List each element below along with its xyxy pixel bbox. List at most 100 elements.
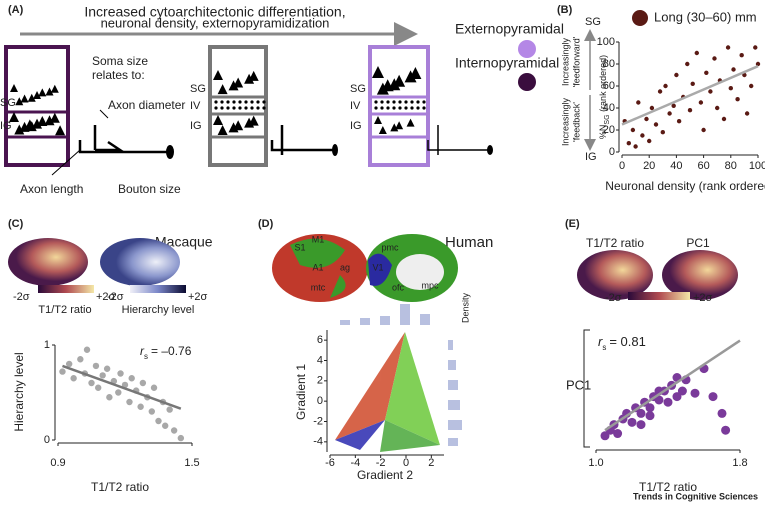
x-tick-label: 40 bbox=[670, 160, 682, 172]
point bbox=[177, 434, 185, 442]
neuron bbox=[19, 121, 30, 132]
point bbox=[742, 72, 747, 78]
x-tick-label: 1.8 bbox=[732, 457, 747, 469]
point bbox=[685, 61, 690, 67]
dot bbox=[392, 100, 396, 104]
neuron bbox=[390, 123, 399, 132]
region-label: mtc bbox=[311, 282, 326, 292]
point bbox=[731, 67, 736, 72]
neuron bbox=[44, 115, 55, 126]
footer: Trends in Cognitive Sciences bbox=[633, 491, 758, 501]
point bbox=[690, 81, 695, 87]
colorbar-label: +2σ bbox=[96, 291, 116, 303]
dot bbox=[220, 106, 224, 110]
colorbar bbox=[130, 285, 186, 293]
region-label: pmc bbox=[381, 242, 399, 252]
region-label: ag bbox=[340, 262, 350, 272]
layer-label: IG bbox=[0, 120, 12, 132]
dot bbox=[244, 106, 248, 110]
side-label: IG bbox=[585, 151, 597, 163]
neurons bbox=[9, 66, 426, 136]
y-axis-label: Hierarchy level bbox=[12, 352, 26, 431]
colorbar-label: -2σ bbox=[605, 292, 622, 304]
point bbox=[721, 116, 727, 122]
x-tick-label: -2 bbox=[376, 457, 386, 469]
colorbar bbox=[38, 285, 94, 293]
arrow-text: Increased cytoarchitectonic differentiat… bbox=[84, 4, 345, 20]
point bbox=[137, 403, 144, 410]
layer-label: IV bbox=[350, 100, 361, 112]
neuron bbox=[248, 115, 259, 126]
point bbox=[660, 130, 665, 135]
point bbox=[121, 381, 129, 389]
legend-marker bbox=[632, 10, 648, 26]
dot bbox=[232, 100, 236, 104]
point bbox=[88, 379, 95, 387]
point bbox=[630, 127, 636, 133]
point bbox=[721, 425, 731, 435]
dot bbox=[220, 100, 224, 104]
y-tick-label: -4 bbox=[313, 436, 323, 448]
note: relates to: bbox=[92, 68, 145, 82]
note: Axon diameter bbox=[108, 98, 185, 112]
y-tick-label: -2 bbox=[313, 415, 323, 427]
point bbox=[115, 389, 122, 396]
neuron bbox=[213, 70, 223, 80]
side-label: 'feedforward' bbox=[571, 36, 581, 87]
layer-label: IG bbox=[350, 120, 362, 132]
point bbox=[717, 408, 727, 418]
margin-label: Density bbox=[460, 292, 470, 323]
dot bbox=[238, 106, 242, 110]
point bbox=[715, 105, 720, 111]
brain-map bbox=[577, 250, 653, 300]
dot bbox=[404, 106, 408, 110]
note: Axon length bbox=[20, 182, 83, 196]
point bbox=[627, 417, 637, 427]
point bbox=[728, 86, 733, 91]
neuron bbox=[372, 66, 384, 78]
legend-marker bbox=[518, 73, 536, 91]
dot bbox=[214, 100, 218, 104]
dot bbox=[256, 106, 260, 110]
neuron bbox=[32, 118, 43, 129]
dot bbox=[386, 106, 390, 110]
point bbox=[166, 406, 173, 413]
panel-title: Macaque bbox=[155, 234, 213, 250]
dot bbox=[416, 106, 420, 110]
arrow-text: neuronal density, externopyramidization bbox=[101, 15, 330, 30]
point bbox=[649, 105, 655, 111]
point bbox=[148, 408, 155, 415]
point bbox=[712, 56, 717, 61]
dot bbox=[380, 106, 384, 110]
dot bbox=[250, 106, 254, 110]
point bbox=[663, 397, 673, 407]
neuron bbox=[406, 118, 415, 127]
bouton bbox=[166, 145, 174, 159]
region-label: ofc bbox=[392, 282, 405, 292]
x-tick-label: 60 bbox=[697, 160, 709, 172]
neuron bbox=[395, 121, 404, 130]
point bbox=[70, 375, 77, 382]
neuron bbox=[14, 124, 25, 135]
x-tick-label: 0.9 bbox=[50, 457, 65, 469]
dot bbox=[386, 100, 390, 104]
legend-marker bbox=[518, 40, 536, 58]
point bbox=[654, 395, 664, 405]
point bbox=[117, 370, 124, 377]
neuron bbox=[38, 88, 47, 97]
dot bbox=[416, 100, 420, 104]
dot bbox=[410, 106, 414, 110]
colorbar-label: -2σ bbox=[107, 291, 124, 303]
dot bbox=[422, 100, 426, 104]
panel-label: (C) bbox=[8, 218, 24, 230]
marginal-histogram bbox=[340, 304, 462, 446]
neuron bbox=[50, 84, 59, 93]
neuron bbox=[27, 93, 36, 102]
map-title: PC1 bbox=[686, 236, 710, 250]
y-tick-label: 80 bbox=[603, 58, 615, 70]
y-tick-label: 2 bbox=[317, 375, 323, 387]
point bbox=[744, 111, 750, 116]
point bbox=[690, 388, 700, 398]
x-axis-label: T1/T2 ratio bbox=[91, 480, 149, 494]
